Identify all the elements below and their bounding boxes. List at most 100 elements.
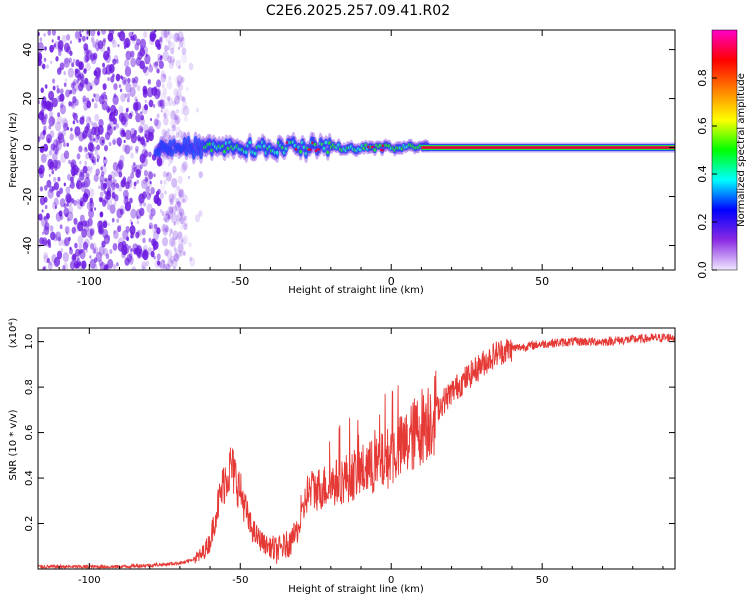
snr-y-tick-label: 0.8 [24, 379, 35, 395]
heatmap-noise-cell [181, 161, 188, 171]
heatmap-noise-cell [162, 87, 168, 95]
heatmap-noise-cell [51, 78, 56, 84]
heatmap-noise-cell [176, 201, 181, 208]
heatmap-noise-cell [124, 144, 131, 155]
heatmap-noise-cell [164, 225, 170, 233]
spectrogram-y-tick-label: 20 [21, 92, 34, 106]
heatmap-noise-cell [125, 108, 129, 113]
heatmap-scint-edge [193, 135, 198, 148]
colorbar-tick-label: 0.8 [696, 69, 709, 87]
heatmap-noise-cell [69, 89, 73, 95]
heatmap-noise-cell [169, 33, 174, 40]
heatmap-noise-cell [135, 231, 140, 239]
heatmap-noise-cell [175, 59, 181, 69]
heatmap-noise-cell [163, 155, 167, 161]
heatmap-noise-cell [99, 261, 106, 270]
heatmap-noise-cell [94, 207, 97, 211]
heatmap-noise-cell [59, 62, 65, 71]
heatmap-noise-cell [55, 56, 59, 62]
snr-x-axis-label: Height of straight line (km) [288, 584, 424, 595]
spectrogram-y-tick-label: -40 [21, 237, 34, 255]
heatmap-noise-cell [188, 242, 192, 248]
snr-panel: -100 -50 0 50 0.2 0.4 0.6 0.8 1.0 Height of stra… [8, 318, 676, 595]
heatmap-noise-cell [87, 217, 93, 228]
heatmap-noise-cell [175, 132, 180, 139]
heatmap-noise-cell [179, 135, 183, 142]
heatmap-noise-cell [120, 179, 126, 188]
heatmap-noise-cell [169, 236, 176, 247]
heatmap-noise-cell [78, 145, 83, 153]
heatmap-noise-cell [131, 31, 134, 35]
heatmap-noise-cell [167, 40, 172, 47]
heatmap-noise-cell [97, 40, 104, 50]
heatmap-noise-cell [43, 254, 49, 264]
heatmap-noise-cell [57, 44, 63, 53]
heatmap-noise-cell [127, 77, 131, 84]
heatmap-noise-cell [176, 185, 180, 191]
heatmap-noise-cell [165, 212, 170, 220]
heatmap-noise-cell [44, 222, 50, 231]
heatmap-noise-cell [98, 245, 105, 256]
heatmap-scint-core [226, 146, 230, 151]
heatmap-noise-cell [126, 97, 130, 103]
heatmap-noise-cell [160, 70, 165, 77]
heatmap-noise-cell [93, 173, 99, 182]
heatmap-noise-cell [113, 126, 116, 131]
heatmap-noise-cell [152, 223, 159, 234]
heatmap-noise-cell [63, 150, 70, 160]
heatmap-noise-cell [172, 221, 176, 227]
heatmap-noise-cell [178, 129, 183, 138]
heatmap-noise-cell [165, 102, 169, 107]
heatmap-scint-core [324, 140, 328, 145]
heatmap-noise-cell [155, 44, 159, 50]
heatmap-noise-cell [178, 40, 184, 48]
heatmap-scint-core [302, 145, 306, 150]
heatmap-noise-cell [133, 185, 136, 190]
heatmap-noise-cell [146, 87, 154, 98]
heatmap-noise-cell [113, 229, 116, 235]
heatmap-noise-cell [83, 103, 89, 111]
heatmap-noise-cell [81, 228, 88, 238]
heatmap-noise-cell [94, 150, 99, 156]
heatmap-noise-cell [43, 215, 47, 220]
heatmap-noise-cell [148, 99, 154, 108]
heatmap-noise-cell [175, 249, 181, 259]
heatmap-noise-cell [113, 230, 119, 240]
heatmap-noise-cell [130, 57, 137, 68]
heatmap-noise-cell [143, 202, 146, 207]
heatmap-noise-cell [104, 144, 108, 152]
heatmap-noise-cell [113, 83, 118, 91]
heatmap-noise-cell [108, 30, 115, 36]
heatmap-noise-cell [84, 177, 91, 188]
heatmap-noise-cell [194, 214, 201, 223]
heatmap-noise-cell [50, 231, 56, 241]
heatmap-noise-cell [180, 239, 184, 244]
heatmap-noise-cell [58, 210, 63, 217]
heatmap-scint-edge [157, 147, 162, 158]
heatmap-noise-cell [74, 242, 78, 249]
snr-x-tick-label: 0 [388, 575, 394, 586]
heatmap-noise-cell [102, 220, 108, 229]
heatmap-noise-cell [159, 99, 164, 107]
heatmap-noise-cell [90, 36, 95, 43]
heatmap-noise-cell [166, 95, 171, 102]
heatmap-noise-cell [155, 119, 162, 130]
heatmap-noise-cell [69, 50, 73, 56]
heatmap-noise-cell [68, 57, 72, 64]
heatmap-noise-cell [53, 176, 57, 183]
heatmap-noise-cell [102, 62, 105, 68]
heatmap-noise-cell [170, 213, 178, 224]
heatmap-noise-cell [81, 260, 87, 269]
heatmap-noise-cell [57, 35, 61, 41]
heatmap-noise-cell [148, 79, 151, 84]
heatmap-noise-cell [106, 197, 113, 207]
heatmap-noise-cell [171, 124, 177, 132]
heatmap-noise-cell [89, 138, 94, 146]
heatmap-noise-cell [76, 119, 79, 124]
heatmap-noise-cell [111, 177, 116, 185]
heatmap-noise-cell [163, 116, 169, 126]
heatmap-noise-cell [169, 55, 176, 65]
heatmap-noise-cell [92, 52, 98, 60]
heatmap-noise-cell [148, 222, 153, 230]
heatmap-noise-cell [171, 205, 177, 214]
